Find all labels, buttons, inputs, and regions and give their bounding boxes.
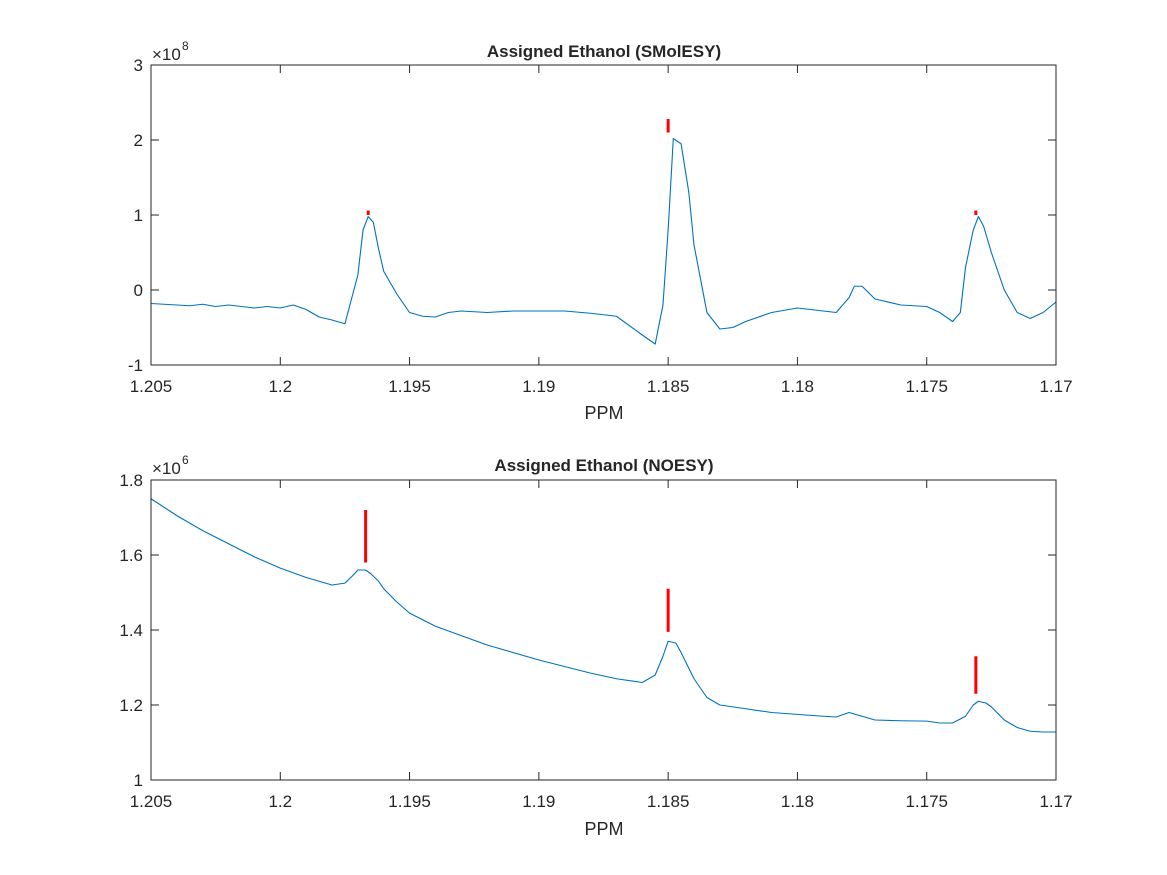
chart-noesy-xtick-label-4: 1.185: [647, 792, 690, 811]
chart-smolesy-exponent-base: ×10: [152, 45, 181, 64]
chart-noesy-ytick-label-3: 1.6: [119, 546, 143, 565]
chart-smolesy-ytick-label-3: 2: [134, 131, 143, 150]
chart-smolesy-ytick-label-2: 1: [134, 206, 143, 225]
chart-noesy-ytick-label-1: 1.2: [119, 696, 143, 715]
chart-noesy-xtick-label-6: 1.175: [905, 792, 948, 811]
chart-smolesy-data: [150, 119, 1057, 345]
chart-noesy-xlabel: PPM: [584, 819, 623, 839]
chart-noesy: Assigned Ethanol (NOESY) ×10 6 1.205 1.2 1…: [119, 453, 1072, 839]
chart-noesy-exponent: 6: [182, 453, 189, 467]
chart-smolesy-xtick-label-6: 1.175: [905, 377, 948, 396]
chart-smolesy-xtick-label-3: 1.19: [522, 377, 555, 396]
chart-noesy-data: [150, 498, 1056, 733]
chart-noesy-xtick-label-7: 1.17: [1039, 792, 1072, 811]
chart-noesy-exponent-base: ×10: [152, 459, 181, 478]
chart-noesy-xtick-label-5: 1.18: [781, 792, 814, 811]
chart-smolesy-title: Assigned Ethanol (SMolESY): [487, 42, 721, 61]
chart-smolesy-series-line-0: [150, 137, 1057, 345]
chart-smolesy-xtick-label-5: 1.18: [781, 377, 814, 396]
chart-smolesy-xtick-label-1: 1.2: [268, 377, 292, 396]
chart-noesy-axes: 1.205 1.2 1.195 1.19 1.185 1.18 1.175 1.17 1 1.2 1…: [119, 471, 1072, 811]
chart-noesy-title: Assigned Ethanol (NOESY): [494, 456, 713, 475]
chart-noesy-ytick-label-0: 1: [134, 771, 143, 790]
chart-smolesy-xtick-label-7: 1.17: [1039, 377, 1072, 396]
chart-noesy-xtick-label-2: 1.195: [388, 792, 431, 811]
chart-noesy-xtick-label-1: 1.2: [268, 792, 292, 811]
chart-smolesy-xlabel: PPM: [584, 403, 623, 423]
chart-smolesy: Assigned Ethanol (SMolESY) ×10 8 1.205 1.…: [128, 39, 1073, 423]
chart-noesy-xtick-label-3: 1.19: [522, 792, 555, 811]
chart-noesy-ytick-label-2: 1.4: [119, 621, 143, 640]
chart-noesy-xtick-label-0: 1.205: [130, 792, 173, 811]
chart-noesy-series-line-0: [150, 498, 1056, 733]
chart-smolesy-exponent: 8: [182, 39, 189, 53]
chart-smolesy-ytick-label-4: 3: [134, 56, 143, 75]
chart-smolesy-ytick-label-1: 0: [134, 281, 143, 300]
chart-smolesy-xtick-label-0: 1.205: [130, 377, 173, 396]
chart-smolesy-xtick-label-2: 1.195: [388, 377, 431, 396]
chart-noesy-ytick-label-4: 1.8: [119, 471, 143, 490]
chart-smolesy-axes: 1.205 1.2 1.195 1.19 1.185 1.18 1.175 1.17 -1 0 1 2…: [128, 56, 1073, 396]
chart-smolesy-xtick-label-4: 1.185: [647, 377, 690, 396]
chart-smolesy-ytick-label-0: -1: [128, 356, 143, 375]
